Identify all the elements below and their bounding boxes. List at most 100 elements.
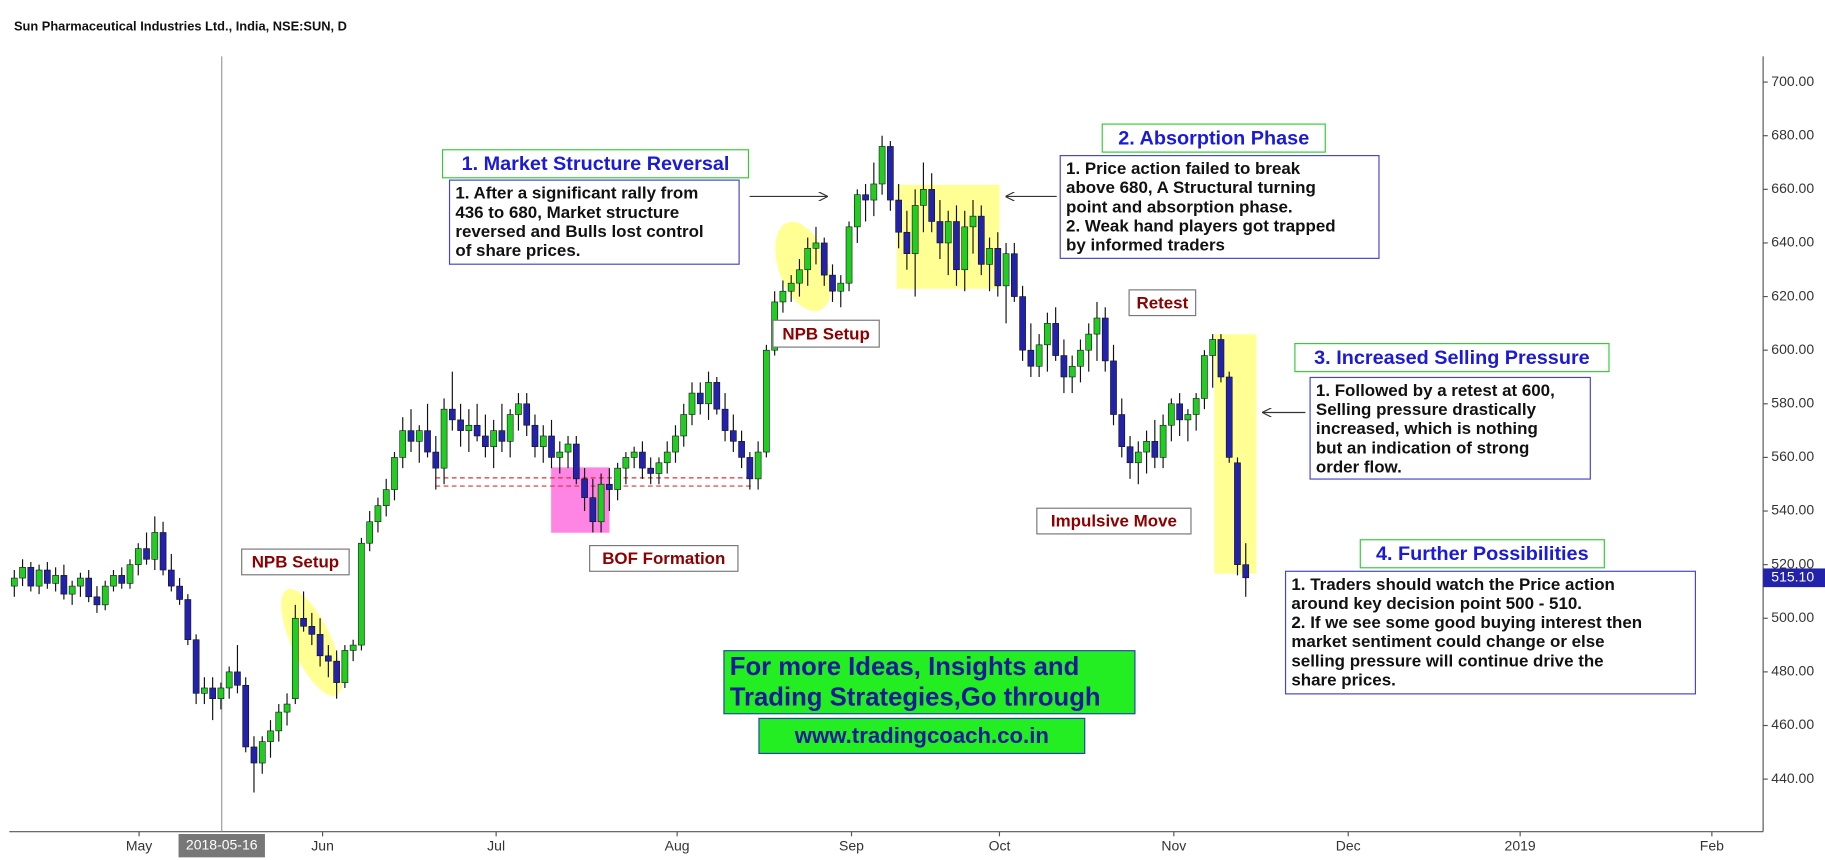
pattern-label: NPB Setup bbox=[252, 553, 339, 572]
candle-body bbox=[837, 282, 845, 292]
candle-body bbox=[655, 462, 663, 474]
phase-text-line: 1. Followed by a retest at 600, bbox=[1316, 381, 1555, 400]
candle-body bbox=[953, 221, 960, 271]
phase-title: 1. Market Structure Reversal bbox=[462, 153, 730, 175]
promo-box bbox=[723, 650, 1136, 715]
candle-body bbox=[556, 451, 564, 458]
candle-body bbox=[713, 382, 721, 410]
phase-text-line: above 680, A Structural turning bbox=[1066, 178, 1316, 197]
candle-body bbox=[1151, 441, 1159, 458]
phase-text-line: of share prices. bbox=[455, 241, 580, 260]
y-tick-label: 520.00 bbox=[1771, 555, 1814, 571]
annotations: 1. Market Structure Reversal 1. After a s… bbox=[241, 123, 1696, 755]
candle-body bbox=[639, 451, 646, 469]
phase-text-line: 436 to 680, Market structure bbox=[455, 203, 679, 222]
candle-body bbox=[391, 457, 398, 490]
last-price-label: 515.10 bbox=[1771, 568, 1814, 584]
candle-body bbox=[680, 414, 688, 437]
candle-body bbox=[911, 205, 919, 254]
x-tick-label: Dec bbox=[1336, 838, 1361, 854]
candle-body bbox=[606, 483, 613, 490]
candle-body bbox=[581, 478, 588, 498]
y-tick-label: 660.00 bbox=[1771, 180, 1814, 196]
candle-body bbox=[928, 189, 936, 222]
candle-body bbox=[176, 585, 183, 600]
candle-body bbox=[696, 392, 704, 405]
candle-body bbox=[1027, 349, 1035, 367]
candle-body bbox=[1225, 376, 1233, 458]
candle-body bbox=[1176, 403, 1183, 421]
candle-body bbox=[432, 451, 440, 469]
candle-body bbox=[217, 687, 225, 699]
x-tick-label: Feb bbox=[1700, 838, 1724, 854]
candle-body bbox=[705, 382, 712, 405]
candle-body bbox=[465, 424, 473, 431]
y-tick-label: 560.00 bbox=[1771, 448, 1814, 464]
candle-body bbox=[663, 451, 671, 464]
candle-body bbox=[531, 424, 539, 447]
candle-body bbox=[746, 457, 754, 480]
candle-body bbox=[738, 441, 745, 458]
phase-title-box bbox=[1101, 123, 1326, 153]
candle-body bbox=[721, 408, 729, 431]
candle-body bbox=[787, 282, 795, 292]
candle-body bbox=[878, 146, 886, 185]
candle-body bbox=[820, 242, 828, 276]
y-tick-label: 440.00 bbox=[1771, 770, 1814, 786]
candle-body bbox=[283, 703, 291, 713]
pattern-label-box bbox=[589, 545, 739, 572]
candle-body bbox=[126, 564, 134, 584]
phase-text-line: Selling pressure drastically bbox=[1316, 400, 1537, 419]
phase-text-line: but an indication of strong bbox=[1316, 438, 1529, 457]
y-tick-label: 640.00 bbox=[1771, 234, 1814, 250]
candle-body bbox=[622, 457, 630, 469]
candle-body bbox=[829, 274, 836, 292]
candle-body bbox=[250, 746, 258, 764]
x-tick-label: Aug bbox=[665, 838, 690, 854]
y-tick-label: 480.00 bbox=[1771, 663, 1814, 679]
pattern-label: Retest bbox=[1137, 293, 1189, 312]
candle-body bbox=[845, 226, 853, 284]
candle-body bbox=[564, 443, 572, 453]
phase-text-line: by informed traders bbox=[1066, 236, 1225, 255]
website: www.tradingcoach.co.in bbox=[794, 723, 1049, 748]
candle-body bbox=[52, 575, 59, 584]
candle-body bbox=[754, 451, 762, 480]
candle-body bbox=[1110, 360, 1117, 415]
candle-body bbox=[672, 435, 679, 453]
candle-body bbox=[1134, 451, 1142, 464]
phase-text-line: 1. After a significant rally from bbox=[455, 184, 698, 203]
candle-body bbox=[1168, 403, 1175, 426]
candle-body bbox=[870, 183, 878, 201]
x-tick-label: Oct bbox=[989, 838, 1011, 854]
candle-body bbox=[399, 430, 407, 458]
candle-body bbox=[994, 248, 1002, 287]
pattern-label-box bbox=[1128, 289, 1197, 317]
candle-body bbox=[796, 269, 803, 284]
phase-text-line: around key decision point 500 - 510. bbox=[1291, 594, 1582, 613]
candle-body bbox=[490, 430, 497, 447]
candle-body bbox=[498, 430, 506, 442]
candle-body bbox=[449, 408, 456, 421]
x-tick-label: Jun bbox=[311, 838, 334, 854]
candle-body bbox=[300, 617, 307, 627]
candle-body bbox=[1118, 414, 1126, 447]
candle-body bbox=[143, 548, 150, 560]
candle-body bbox=[763, 349, 770, 453]
candle-body bbox=[234, 671, 241, 686]
candle-body bbox=[35, 569, 43, 587]
promo-line: For more Ideas, Insights and bbox=[730, 653, 1080, 681]
candle-body bbox=[1093, 317, 1101, 335]
pattern-label-box bbox=[241, 548, 350, 576]
candle-body bbox=[242, 684, 250, 748]
candle-body bbox=[548, 435, 555, 458]
candle-body bbox=[1184, 414, 1192, 421]
candle-body bbox=[473, 424, 481, 437]
candle-body bbox=[1201, 355, 1208, 399]
candle-body bbox=[1192, 398, 1200, 415]
candle-body bbox=[1085, 333, 1093, 351]
phase-text-line: increased, which is nothing bbox=[1316, 419, 1538, 438]
candle-body bbox=[44, 569, 51, 584]
candle-body bbox=[349, 644, 357, 651]
